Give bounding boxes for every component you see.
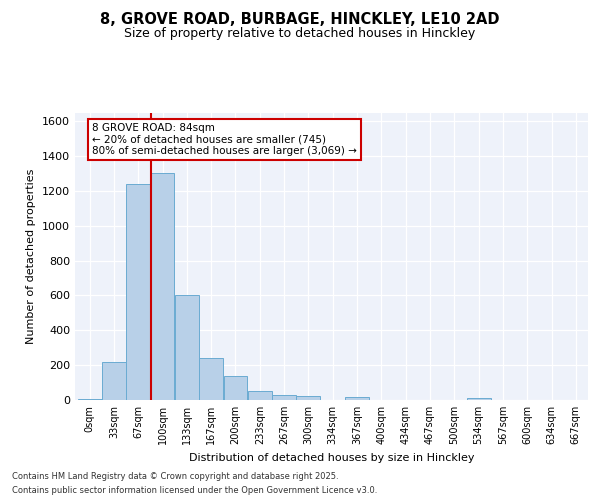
Bar — [467, 398, 491, 400]
Text: Size of property relative to detached houses in Hinckley: Size of property relative to detached ho… — [124, 28, 476, 40]
Bar — [77, 399, 101, 400]
X-axis label: Distribution of detached houses by size in Hinckley: Distribution of detached houses by size … — [189, 452, 474, 462]
Bar — [199, 358, 223, 400]
Bar — [345, 398, 369, 400]
Text: Contains HM Land Registry data © Crown copyright and database right 2025.: Contains HM Land Registry data © Crown c… — [12, 472, 338, 481]
Bar — [102, 362, 126, 400]
Bar — [224, 376, 247, 400]
Bar — [272, 395, 296, 400]
Text: 8, GROVE ROAD, BURBAGE, HINCKLEY, LE10 2AD: 8, GROVE ROAD, BURBAGE, HINCKLEY, LE10 2… — [100, 12, 500, 28]
Bar — [248, 392, 272, 400]
Bar — [127, 184, 150, 400]
Y-axis label: Number of detached properties: Number of detached properties — [26, 168, 37, 344]
Bar — [175, 296, 199, 400]
Bar — [296, 396, 320, 400]
Text: Contains public sector information licensed under the Open Government Licence v3: Contains public sector information licen… — [12, 486, 377, 495]
Bar — [151, 174, 175, 400]
Text: 8 GROVE ROAD: 84sqm
← 20% of detached houses are smaller (745)
80% of semi-detac: 8 GROVE ROAD: 84sqm ← 20% of detached ho… — [92, 123, 356, 156]
